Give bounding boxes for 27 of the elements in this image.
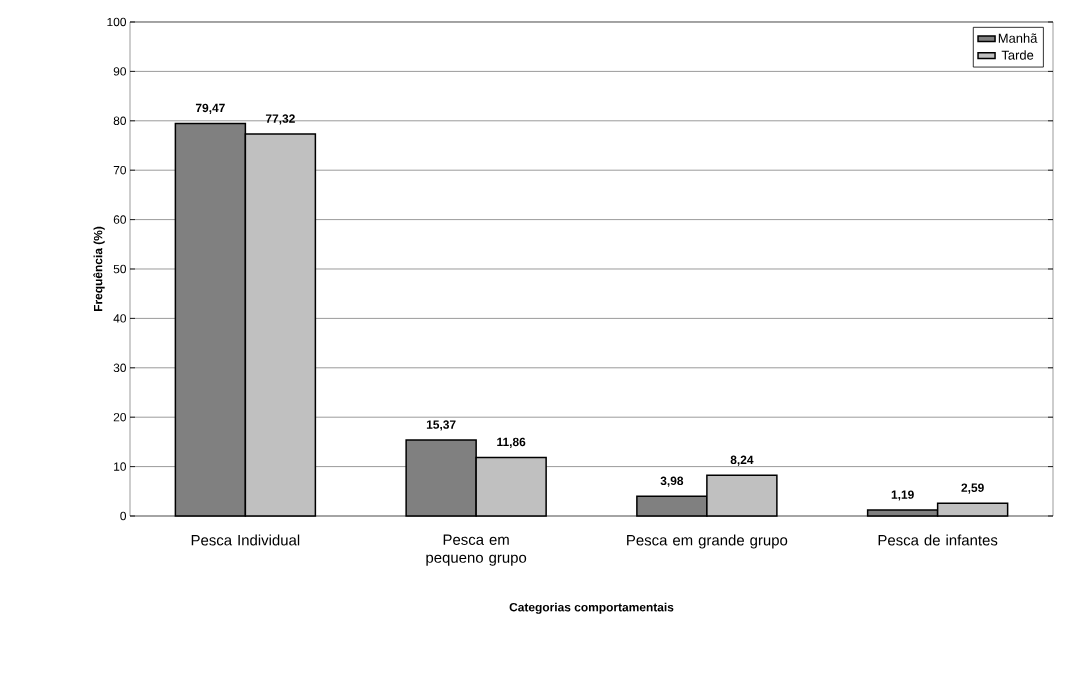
data-label: 79,47	[195, 103, 225, 114]
data-label: 15,37	[426, 420, 456, 431]
y-tick-label: 70	[113, 165, 127, 175]
x-tick-label: Pesca Individual	[191, 534, 300, 546]
y-tick-label: 20	[113, 412, 127, 422]
legend-label: Manhã	[998, 33, 1038, 43]
y-tick-label: 40	[113, 314, 127, 323]
data-label: 1,19	[891, 490, 914, 501]
y-tick-label: 10	[114, 462, 127, 471]
data-label: 8,24	[730, 455, 754, 466]
y-axis-title: Frequência (%)	[93, 226, 105, 312]
y-tick-label: 80	[113, 116, 127, 126]
legend-label: Tarde	[1001, 50, 1034, 60]
y-tick-label: 30	[113, 363, 127, 373]
y-tick-label: 100	[107, 17, 127, 27]
y-tick-label: 90	[113, 67, 127, 76]
x-tick-label: Pesca de infantes	[878, 534, 998, 546]
y-tick-label: 50	[113, 264, 127, 274]
data-label: 2,59	[961, 483, 984, 494]
data-label: 77,32	[265, 114, 295, 125]
x-tick-label: Pesca em pequeno grupo	[426, 534, 527, 566]
data-label: 11,86	[497, 437, 526, 448]
x-tick-label: Pesca em grande grupo	[627, 534, 788, 549]
data-label: 3,98	[660, 476, 684, 487]
y-tick-label: 0	[120, 511, 127, 521]
y-tick-label: 60	[113, 215, 127, 224]
x-axis-title: Categorias comportamentais	[509, 602, 674, 614]
